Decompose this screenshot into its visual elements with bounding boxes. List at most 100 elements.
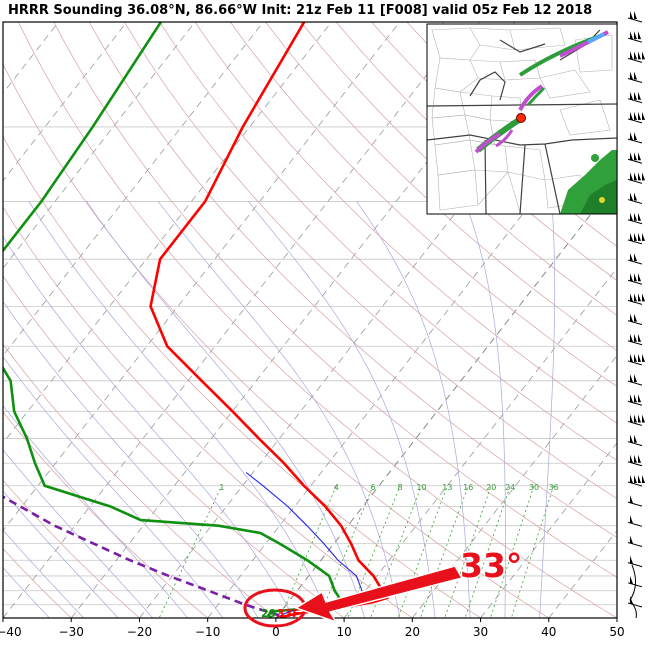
wind-barb: [627, 232, 645, 245]
isotherm: [3, 22, 128, 182]
moist-adiabat: [3, 404, 189, 618]
x-tick-label: 10: [336, 625, 351, 639]
dry-adiabat: [229, 22, 617, 387]
mixing-ratio-label: 13: [442, 483, 452, 492]
moist-adiabat: [3, 300, 259, 618]
mixing-ratio-label: 36: [549, 483, 559, 492]
dry-adiabat: [3, 135, 482, 618]
mixing-ratio-line: [397, 485, 448, 618]
dry-adiabat: [88, 22, 617, 538]
dewpoint-trace: [3, 22, 342, 618]
isotherm: [616, 617, 617, 618]
wind-barb: [627, 152, 643, 164]
x-tick-label: −10: [195, 625, 220, 639]
isotherm: [3, 22, 196, 269]
moist-adiabat: [3, 567, 50, 618]
annotation: 33°: [243, 545, 523, 628]
x-tick-label: 40: [541, 625, 556, 639]
mixing-ratio-labels: 1 4 6 8 10 13 16 20 24 30 36: [219, 483, 559, 492]
mixing-ratio-label: 1: [219, 483, 224, 492]
moist-adiabat: [464, 201, 506, 618]
isotherm: [3, 22, 264, 357]
chart-title: HRRR Sounding 36.08°N, 86.66°W Init: 21z…: [8, 3, 593, 18]
isotherm: [412, 354, 617, 618]
wind-barb: [627, 31, 643, 43]
dry-adiabat: [124, 22, 617, 500]
wind-barb: [627, 192, 643, 205]
wind-barb: [627, 333, 643, 346]
mixing-ratio-label: 4: [334, 483, 339, 492]
dry-adiabat: [265, 22, 617, 352]
wind-barb: [627, 51, 645, 63]
surface-temp-label: 33F: [277, 607, 300, 620]
moist-adiabat: [247, 201, 436, 618]
mixing-ratio-line: [419, 485, 469, 618]
wind-barb: [627, 495, 643, 507]
x-tick-label: −40: [0, 625, 22, 639]
sounding-location-marker: [516, 113, 526, 123]
wind-barb: [627, 596, 643, 608]
dry-adiabat: [53, 22, 617, 578]
wind-barb: [627, 253, 643, 265]
wind-barb: [627, 91, 643, 104]
mixing-ratio-label: 24: [505, 483, 515, 492]
mixing-ratio-label: 30: [529, 483, 539, 492]
inset-map: [426, 23, 618, 215]
dry-adiabat: [3, 275, 345, 618]
wind-barb: [627, 172, 645, 184]
wind-barb: [627, 313, 643, 326]
moist-adiabat: [3, 236, 295, 618]
mixing-ratio-line: [158, 485, 223, 618]
x-axis-ticks: −40 −30 −20 −10 0 10 20 30 40 50: [0, 618, 625, 639]
moist-adiabat: [3, 356, 224, 618]
wind-barb: [627, 555, 643, 568]
isotherm: [275, 179, 617, 618]
wind-barb: [627, 293, 645, 305]
dry-adiabat: [3, 206, 413, 618]
annotation-arrow: [294, 565, 464, 624]
wind-barb: [627, 132, 643, 144]
isotherm: [3, 22, 469, 618]
isotherm: [3, 22, 400, 532]
x-tick-label: −20: [127, 625, 152, 639]
isotherm: [3, 22, 332, 444]
wind-barb: [627, 454, 643, 467]
dry-adiabat: [335, 22, 617, 282]
isotherm: [3, 22, 59, 94]
wind-barb: [627, 515, 643, 527]
dry-adiabat: [194, 22, 617, 424]
dry-adiabat: [300, 22, 617, 316]
wind-barb: [627, 212, 643, 225]
x-tick-label: 30: [473, 625, 488, 639]
moist-adiabat: [356, 201, 471, 618]
mixing-ratio-line: [510, 485, 555, 618]
wind-barb: [627, 374, 643, 386]
wind-barb: [629, 564, 637, 619]
isotherm: [343, 267, 617, 618]
dry-adiabat: [3, 63, 550, 618]
wind-barb: [627, 111, 645, 124]
mixing-ratio-label: 8: [397, 483, 402, 492]
moist-adiabat: [3, 529, 85, 618]
mixing-ratio-line: [347, 485, 401, 618]
moist-adiabat: [28, 201, 330, 618]
mixing-ratio-line: [370, 485, 422, 618]
wind-barb: [627, 414, 645, 426]
dry-adiabat: [159, 22, 617, 461]
wind-barb: [627, 535, 643, 547]
mixing-ratio-line: [489, 485, 535, 618]
mixing-ratio-line: [279, 485, 337, 618]
x-tick-label: 20: [405, 625, 420, 639]
surface-dewpoint-label: 29: [261, 607, 276, 620]
x-tick-label: −30: [59, 625, 84, 639]
mixing-ratio-label: 20: [486, 483, 496, 492]
dry-adiabat: [3, 548, 72, 618]
wind-barb: [627, 474, 645, 487]
mixing-ratio-line: [464, 485, 511, 618]
plot-frame: [2, 21, 618, 619]
mixing-ratio-label: 6: [370, 483, 375, 492]
mixing-ratio-label: 10: [416, 483, 426, 492]
moist-adiabat: [3, 449, 154, 618]
dry-adiabat: [18, 22, 617, 618]
